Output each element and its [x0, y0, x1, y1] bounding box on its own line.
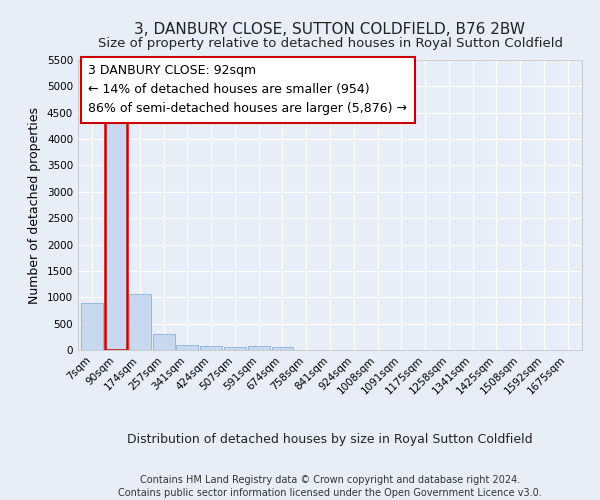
Bar — [272, 348, 293, 350]
Bar — [248, 346, 269, 350]
Text: Contains HM Land Registry data © Crown copyright and database right 2024.: Contains HM Land Registry data © Crown c… — [140, 475, 520, 485]
Text: 3, DANBURY CLOSE, SUTTON COLDFIELD, B76 2BW: 3, DANBURY CLOSE, SUTTON COLDFIELD, B76 … — [134, 22, 526, 38]
Text: Contains public sector information licensed under the Open Government Licence v3: Contains public sector information licen… — [118, 488, 542, 498]
Text: 3 DANBURY CLOSE: 92sqm
← 14% of detached houses are smaller (954)
86% of semi-de: 3 DANBURY CLOSE: 92sqm ← 14% of detached… — [88, 64, 407, 116]
Y-axis label: Number of detached properties: Number of detached properties — [28, 106, 41, 304]
Bar — [105, 108, 127, 350]
Text: Distribution of detached houses by size in Royal Sutton Coldfield: Distribution of detached houses by size … — [127, 432, 533, 446]
Text: Size of property relative to detached houses in Royal Sutton Coldfield: Size of property relative to detached ho… — [97, 38, 563, 51]
Bar — [224, 346, 246, 350]
Bar — [82, 302, 103, 350]
Bar — [200, 346, 222, 350]
Bar — [152, 334, 175, 350]
Bar — [129, 294, 151, 350]
Bar — [176, 344, 198, 350]
